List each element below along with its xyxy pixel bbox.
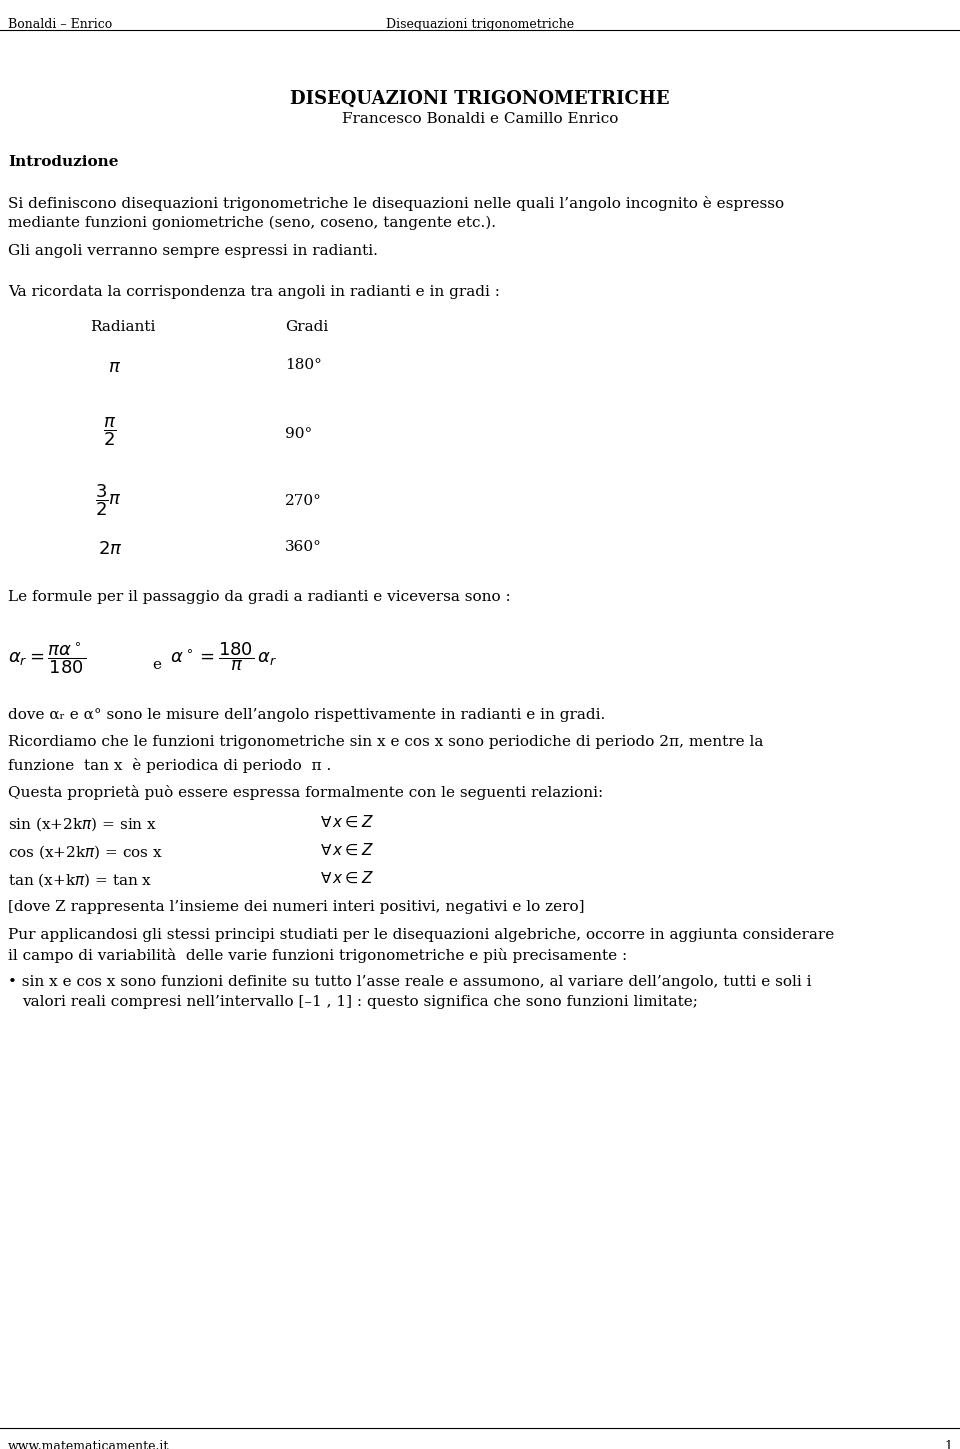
Text: $\dfrac{3}{2}\pi$: $\dfrac{3}{2}\pi$ [95, 483, 121, 517]
Text: [dove Z rappresenta l’insieme dei numeri interi positivi, negativi e lo zero]: [dove Z rappresenta l’insieme dei numeri… [8, 900, 585, 914]
Text: $2\pi$: $2\pi$ [98, 540, 122, 558]
Text: www.matematicamente.it: www.matematicamente.it [8, 1440, 169, 1449]
Text: DISEQUAZIONI TRIGONOMETRICHE: DISEQUAZIONI TRIGONOMETRICHE [290, 90, 670, 109]
Text: 1: 1 [944, 1440, 952, 1449]
Text: Gradi: Gradi [285, 320, 328, 335]
Text: Questa proprietà può essere espressa formalmente con le seguenti relazioni:: Questa proprietà può essere espressa for… [8, 785, 603, 800]
Text: Pur applicandosi gli stessi principi studiati per le disequazioni algebriche, oc: Pur applicandosi gli stessi principi stu… [8, 927, 834, 942]
Text: 360°: 360° [285, 540, 322, 554]
Text: funzione  tan x  è periodica di periodo  π .: funzione tan x è periodica di periodo π … [8, 758, 331, 772]
Text: $\dfrac{\pi}{2}$: $\dfrac{\pi}{2}$ [104, 414, 117, 448]
Text: $\alpha^\circ = \dfrac{180}{\pi}\,\alpha_r$: $\alpha^\circ = \dfrac{180}{\pi}\,\alpha… [170, 640, 277, 672]
Text: Introduzione: Introduzione [8, 155, 118, 170]
Text: Bonaldi – Enrico: Bonaldi – Enrico [8, 17, 112, 30]
Text: Francesco Bonaldi e Camillo Enrico: Francesco Bonaldi e Camillo Enrico [342, 112, 618, 126]
Text: Le formule per il passaggio da gradi a radianti e viceversa sono :: Le formule per il passaggio da gradi a r… [8, 590, 511, 604]
Text: cos (x+2k$\pi$) = cos x: cos (x+2k$\pi$) = cos x [8, 843, 163, 861]
Text: Disequazioni trigonometriche: Disequazioni trigonometriche [386, 17, 574, 30]
Text: $\pi$: $\pi$ [108, 358, 122, 375]
Text: dove αᵣ e α° sono le misure dell’angolo rispettivamente in radianti e in gradi.: dove αᵣ e α° sono le misure dell’angolo … [8, 709, 605, 722]
Text: e: e [152, 658, 161, 672]
Text: Ricordiamo che le funzioni trigonometriche sin x e cos x sono periodiche di peri: Ricordiamo che le funzioni trigonometric… [8, 735, 763, 749]
Text: Gli angoli verranno sempre espressi in radianti.: Gli angoli verranno sempre espressi in r… [8, 243, 378, 258]
Text: tan (x+k$\pi$) = tan x: tan (x+k$\pi$) = tan x [8, 871, 153, 888]
Text: Va ricordata la corrispondenza tra angoli in radianti e in gradi :: Va ricordata la corrispondenza tra angol… [8, 285, 500, 298]
Text: 90°: 90° [285, 427, 312, 440]
Text: • sin x e cos x sono funzioni definite su tutto l’asse reale e assumono, al vari: • sin x e cos x sono funzioni definite s… [8, 975, 811, 990]
Text: 270°: 270° [285, 494, 322, 509]
Text: $\forall\,x \in Z$: $\forall\,x \in Z$ [320, 871, 373, 887]
Text: Si definiscono disequazioni trigonometriche le disequazioni nelle quali l’angolo: Si definiscono disequazioni trigonometri… [8, 196, 784, 212]
Text: sin (x+2k$\pi$) = sin x: sin (x+2k$\pi$) = sin x [8, 814, 157, 833]
Text: il campo di variabilità  delle varie funzioni trigonometriche e più precisamente: il campo di variabilità delle varie funz… [8, 948, 627, 964]
Text: valori reali compresi nell’intervallo [–1 , 1] : questo significa che sono funzi: valori reali compresi nell’intervallo [–… [22, 995, 698, 1009]
Text: 180°: 180° [285, 358, 322, 372]
Text: $\forall\,x \in Z$: $\forall\,x \in Z$ [320, 843, 373, 858]
Text: $\alpha_r = \dfrac{\pi\alpha^\circ}{180}$: $\alpha_r = \dfrac{\pi\alpha^\circ}{180}… [8, 640, 86, 675]
Text: $\forall\,x \in Z$: $\forall\,x \in Z$ [320, 814, 373, 830]
Text: mediante funzioni goniometriche (seno, coseno, tangente etc.).: mediante funzioni goniometriche (seno, c… [8, 216, 496, 230]
Text: Radianti: Radianti [90, 320, 156, 335]
